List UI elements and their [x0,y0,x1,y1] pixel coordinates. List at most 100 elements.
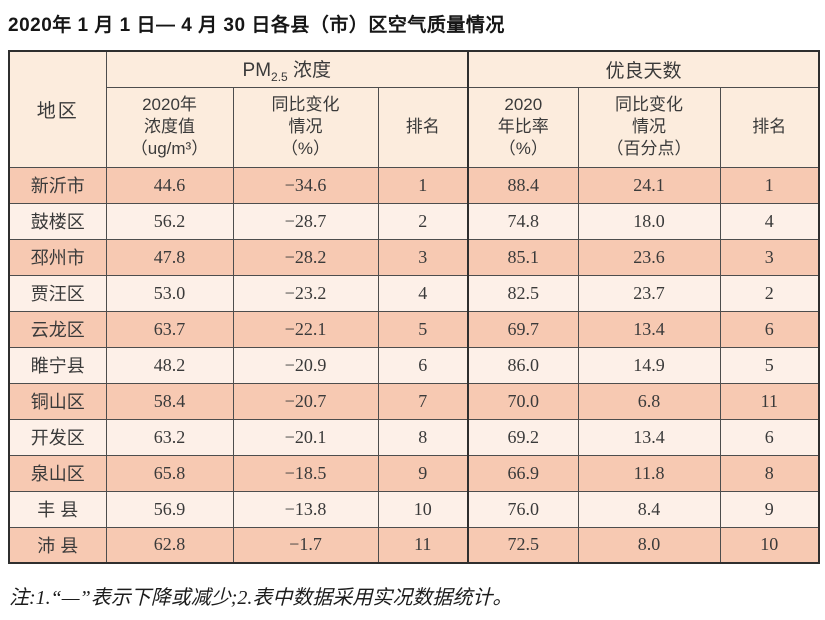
header-pm-rank: 排名 [377,86,469,168]
region-cell: 鼓楼区 [8,202,107,240]
gd-change-cell: 13.4 [577,310,721,348]
header-region: 地区 [8,50,107,168]
gd-rank-cell: 2 [719,274,820,312]
pm-value-cell: 56.9 [105,490,234,528]
gd-ratio-cell: 70.0 [467,382,579,420]
pm-change-cell: −20.1 [232,418,379,456]
region-cell: 新沂市 [8,166,107,204]
table-row: 开发区 63.2 −20.1 8 69.2 13.4 6 [8,418,820,456]
pm25-prefix: PM [242,59,272,81]
table-row: 新沂市 44.6 −34.6 1 88.4 24.1 1 [8,166,820,204]
table-row: 沛 县 62.8 −1.7 11 72.5 8.0 10 [8,526,820,564]
pm-change-cell: −20.7 [232,382,379,420]
gd-change-cell: 23.6 [577,238,721,276]
header-gd-ratio: 2020 年比率 （%） [467,86,579,168]
pm-rank-cell: 6 [377,346,469,384]
table-row: 贾汪区 53.0 −23.2 4 82.5 23.7 2 [8,274,820,312]
header-group-good-days: 优良天数 [467,50,820,88]
region-cell: 沛 县 [8,526,107,564]
pm-rank-cell: 7 [377,382,469,420]
region-cell: 贾汪区 [8,274,107,312]
pm-rank-cell: 4 [377,274,469,312]
gd-ratio-cell: 69.7 [467,310,579,348]
pm-rank-cell: 1 [377,166,469,204]
pm-rank-cell: 5 [377,310,469,348]
pm-value-cell: 44.6 [105,166,234,204]
header-group-row: 地区 PM2.5 浓度 优良天数 [8,50,820,168]
gd-change-cell: 18.0 [577,202,721,240]
header-sub-row: 2020年 浓度值 （ug/m³） 同比变化 情况 （%） 排名 2020 年比… [9,86,820,168]
header-group-pm25: PM2.5 浓度 [105,50,469,88]
pm-change-cell: −20.9 [232,346,379,384]
gd-change-cell: 13.4 [577,418,721,456]
gd-rank-cell: 3 [719,238,820,276]
gd-rank-cell: 4 [719,202,820,240]
region-cell: 铜山区 [8,382,107,420]
pm-value-cell: 56.2 [105,202,234,240]
gd-rank-cell: 8 [719,454,820,492]
pm-value-cell: 58.4 [105,382,234,420]
table-row: 邳州市 47.8 −28.2 3 85.1 23.6 3 [8,238,820,276]
pm-value-cell: 63.2 [105,418,234,456]
pm-change-cell: −23.2 [232,274,379,312]
gd-ratio-cell: 76.0 [467,490,579,528]
pm-rank-cell: 11 [377,526,469,564]
region-cell: 泉山区 [8,454,107,492]
table-body: 新沂市 44.6 −34.6 1 88.4 24.1 1 鼓楼区 56.2 −2… [8,166,820,564]
pm25-suffix: 浓度 [287,59,331,81]
region-cell: 丰 县 [8,490,107,528]
pm-value-cell: 48.2 [105,346,234,384]
table-row: 云龙区 63.7 −22.1 5 69.7 13.4 6 [8,310,820,348]
footnote: 注:1.“—”表示下降或减少;2.表中数据采用实况数据统计。 [9,587,513,609]
table-row: 铜山区 58.4 −20.7 7 70.0 6.8 11 [8,382,820,420]
region-cell: 睢宁县 [8,346,107,384]
pm-value-cell: 65.8 [105,454,234,492]
pm-change-cell: −34.6 [232,166,379,204]
gd-rank-cell: 11 [719,382,820,420]
gd-change-cell: 23.7 [577,274,721,312]
gd-rank-cell: 6 [719,418,820,456]
gd-ratio-cell: 82.5 [467,274,579,312]
gd-ratio-cell: 86.0 [467,346,579,384]
gd-change-cell: 8.4 [577,490,721,528]
gd-ratio-cell: 85.1 [467,238,579,276]
pm25-label: PM2.5 浓度 [242,59,331,84]
header-pm-change: 同比变化 情况 （%） [232,86,379,168]
pm-change-cell: −18.5 [232,454,379,492]
table-row: 丰 县 56.9 −13.8 10 76.0 8.4 9 [8,490,820,528]
pm-value-cell: 62.8 [105,526,234,564]
gd-ratio-cell: 88.4 [467,166,579,204]
pm-rank-cell: 10 [377,490,469,528]
gd-change-cell: 6.8 [577,382,721,420]
pm-change-cell: −13.8 [232,490,379,528]
pm-change-cell: −22.1 [232,310,379,348]
region-cell: 开发区 [8,418,107,456]
pm-value-cell: 53.0 [105,274,234,312]
page-title: 2020年 1 月 1 日— 4 月 30 日各县（市）区空气质量情况 [8,15,505,36]
header-gd-rank: 排名 [719,86,820,168]
gd-rank-cell: 10 [719,526,820,564]
table-header: 地区 PM2.5 浓度 优良天数 2020年 浓度值 （ug/m³） 同比变化 … [8,50,820,168]
table-row: 鼓楼区 56.2 −28.7 2 74.8 18.0 4 [8,202,820,240]
header-gd-change: 同比变化 情况 （百分点） [577,86,721,168]
table-row: 睢宁县 48.2 −20.9 6 86.0 14.9 5 [8,346,820,384]
region-cell: 云龙区 [8,310,107,348]
gd-rank-cell: 6 [719,310,820,348]
pm-value-cell: 63.7 [105,310,234,348]
gd-change-cell: 8.0 [577,526,721,564]
pm-rank-cell: 2 [377,202,469,240]
pm-change-cell: −1.7 [232,526,379,564]
gd-rank-cell: 9 [719,490,820,528]
gd-ratio-cell: 72.5 [467,526,579,564]
gd-ratio-cell: 74.8 [467,202,579,240]
gd-change-cell: 24.1 [577,166,721,204]
gd-change-cell: 11.8 [577,454,721,492]
header-pm-value: 2020年 浓度值 （ug/m³） [105,86,234,168]
gd-ratio-cell: 66.9 [467,454,579,492]
pm-rank-cell: 8 [377,418,469,456]
table-row: 泉山区 65.8 −18.5 9 66.9 11.8 8 [8,454,820,492]
gd-rank-cell: 1 [719,166,820,204]
pm-change-cell: −28.2 [232,238,379,276]
gd-rank-cell: 5 [719,346,820,384]
